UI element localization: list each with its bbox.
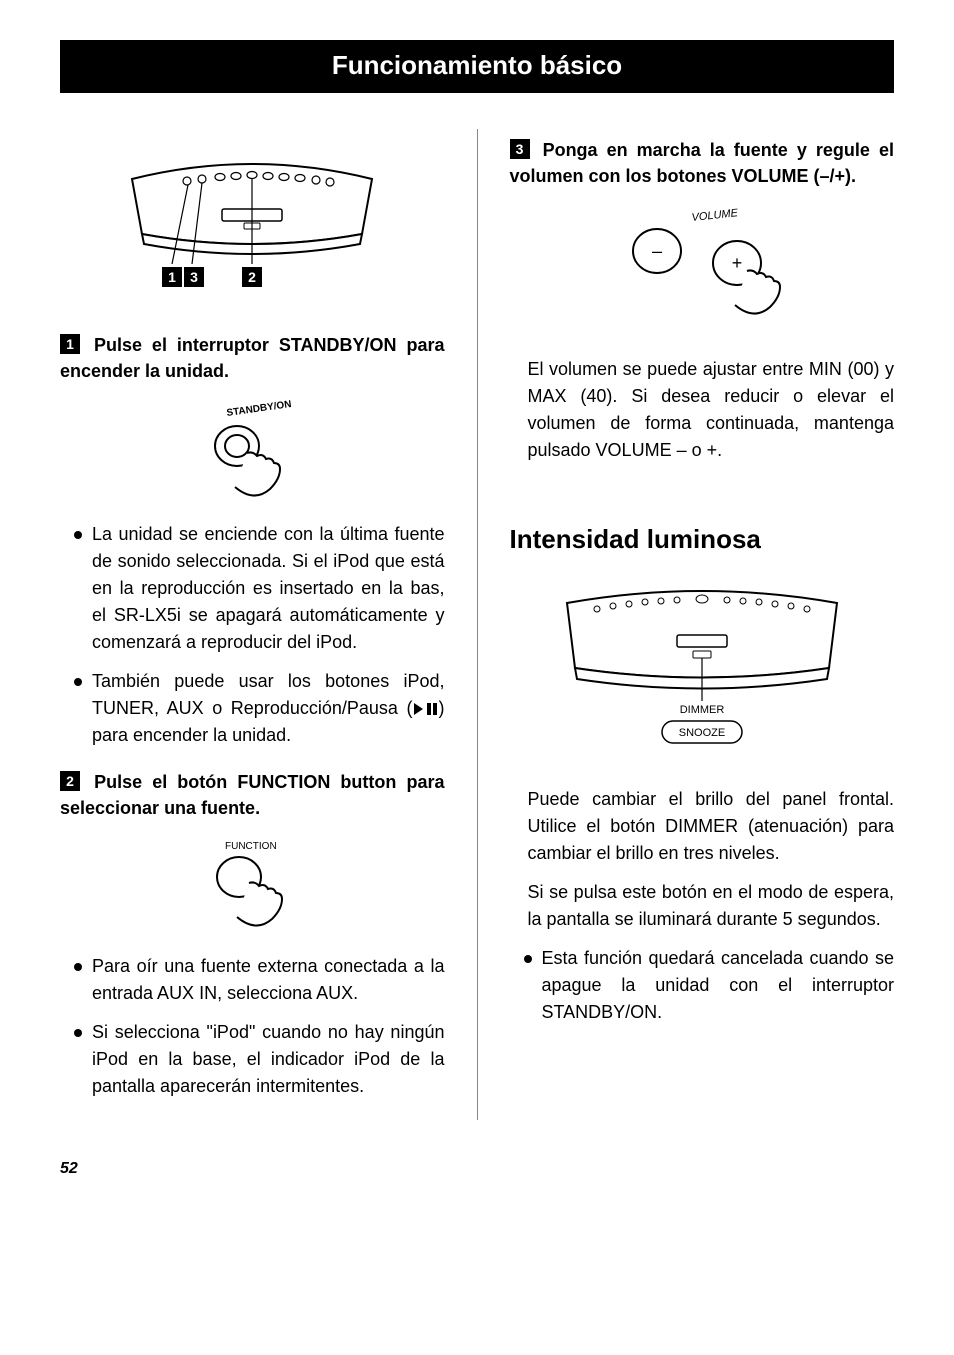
svg-text:2: 2: [248, 269, 256, 285]
step2-number: 2: [60, 771, 80, 791]
page-number: 52: [60, 1160, 894, 1178]
device-top-illustration: 1 3 2: [60, 139, 445, 314]
svg-text:1: 1: [168, 269, 176, 285]
play-pause-icon: [413, 702, 439, 716]
page-root: Funcionamiento básico: [0, 0, 954, 1218]
dimmer-device-illustration: DIMMER SNOOZE: [510, 573, 895, 768]
dimmer-paragraph-1: Puede cambiar el brillo del panel fronta…: [510, 786, 895, 867]
svg-text:–: –: [652, 241, 662, 261]
step2-bullet-2: Si selecciona "iPod" cuando no hay ningú…: [78, 1019, 445, 1100]
standby-button-illustration: STANDBY/ON: [60, 398, 445, 503]
step2-heading: 2 Pulse el botón FUNCTION button para se…: [60, 769, 445, 821]
dimmer-label-text: DIMMER: [679, 704, 724, 716]
step3-heading: 3 Ponga en marcha la fuente y regule el …: [510, 137, 895, 189]
function-button-illustration: FUNCTION: [60, 835, 445, 935]
step3-number: 3: [510, 139, 530, 159]
step2-bullet-1: Para oír una fuente externa conectada a …: [78, 953, 445, 1007]
left-column: 1 3 2 1 Pulse el interruptor STANDBY/ON …: [60, 129, 445, 1120]
svg-text:+: +: [731, 253, 742, 273]
step1-heading: 1 Pulse el interruptor STANDBY/ON para e…: [60, 332, 445, 384]
function-label-text: FUNCTION: [225, 841, 277, 852]
step1-number: 1: [60, 334, 80, 354]
step2-heading-text: Pulse el botón FUNCTION button para sele…: [60, 772, 445, 818]
svg-text:3: 3: [190, 269, 198, 285]
step2-bullet-list: Para oír una fuente externa conectada a …: [60, 953, 445, 1100]
step1-bullet-list: La unidad se enciende con la última fuen…: [60, 521, 445, 749]
step1-bullet-1: La unidad se enciende con la última fuen…: [78, 521, 445, 656]
step3-heading-text: Ponga en marcha la fuente y regule el vo…: [510, 140, 895, 186]
step1-bullet-2-a: También puede usar los botones iPod, TUN…: [92, 671, 445, 718]
section-title-band: Funcionamiento básico: [60, 40, 894, 93]
dimmer-bullet-1: Esta función quedará cancelada cuando se…: [528, 945, 895, 1026]
dimmer-paragraph-2: Si se pulsa este botón en el modo de esp…: [510, 879, 895, 933]
section-title: Funcionamiento básico: [332, 50, 622, 80]
step3-paragraph: El volumen se puede ajustar entre MIN (0…: [510, 356, 895, 464]
snooze-label-text: SNOOZE: [679, 727, 725, 739]
standby-label-text: STANDBY/ON: [226, 399, 292, 419]
step1-heading-text: Pulse el interruptor STANDBY/ON para enc…: [60, 335, 444, 381]
dimmer-subheading: Intensidad luminosa: [510, 524, 895, 555]
volume-label-text: VOLUME: [691, 207, 739, 224]
step1-bullet-2: También puede usar los botones iPod, TUN…: [78, 668, 445, 749]
column-divider: [477, 129, 478, 1120]
right-column: 3 Ponga en marcha la fuente y regule el …: [510, 129, 895, 1120]
two-column-layout: 1 3 2 1 Pulse el interruptor STANDBY/ON …: [60, 129, 894, 1120]
dimmer-bullet-list: Esta función quedará cancelada cuando se…: [510, 945, 895, 1026]
volume-buttons-illustration: VOLUME – +: [510, 203, 895, 338]
